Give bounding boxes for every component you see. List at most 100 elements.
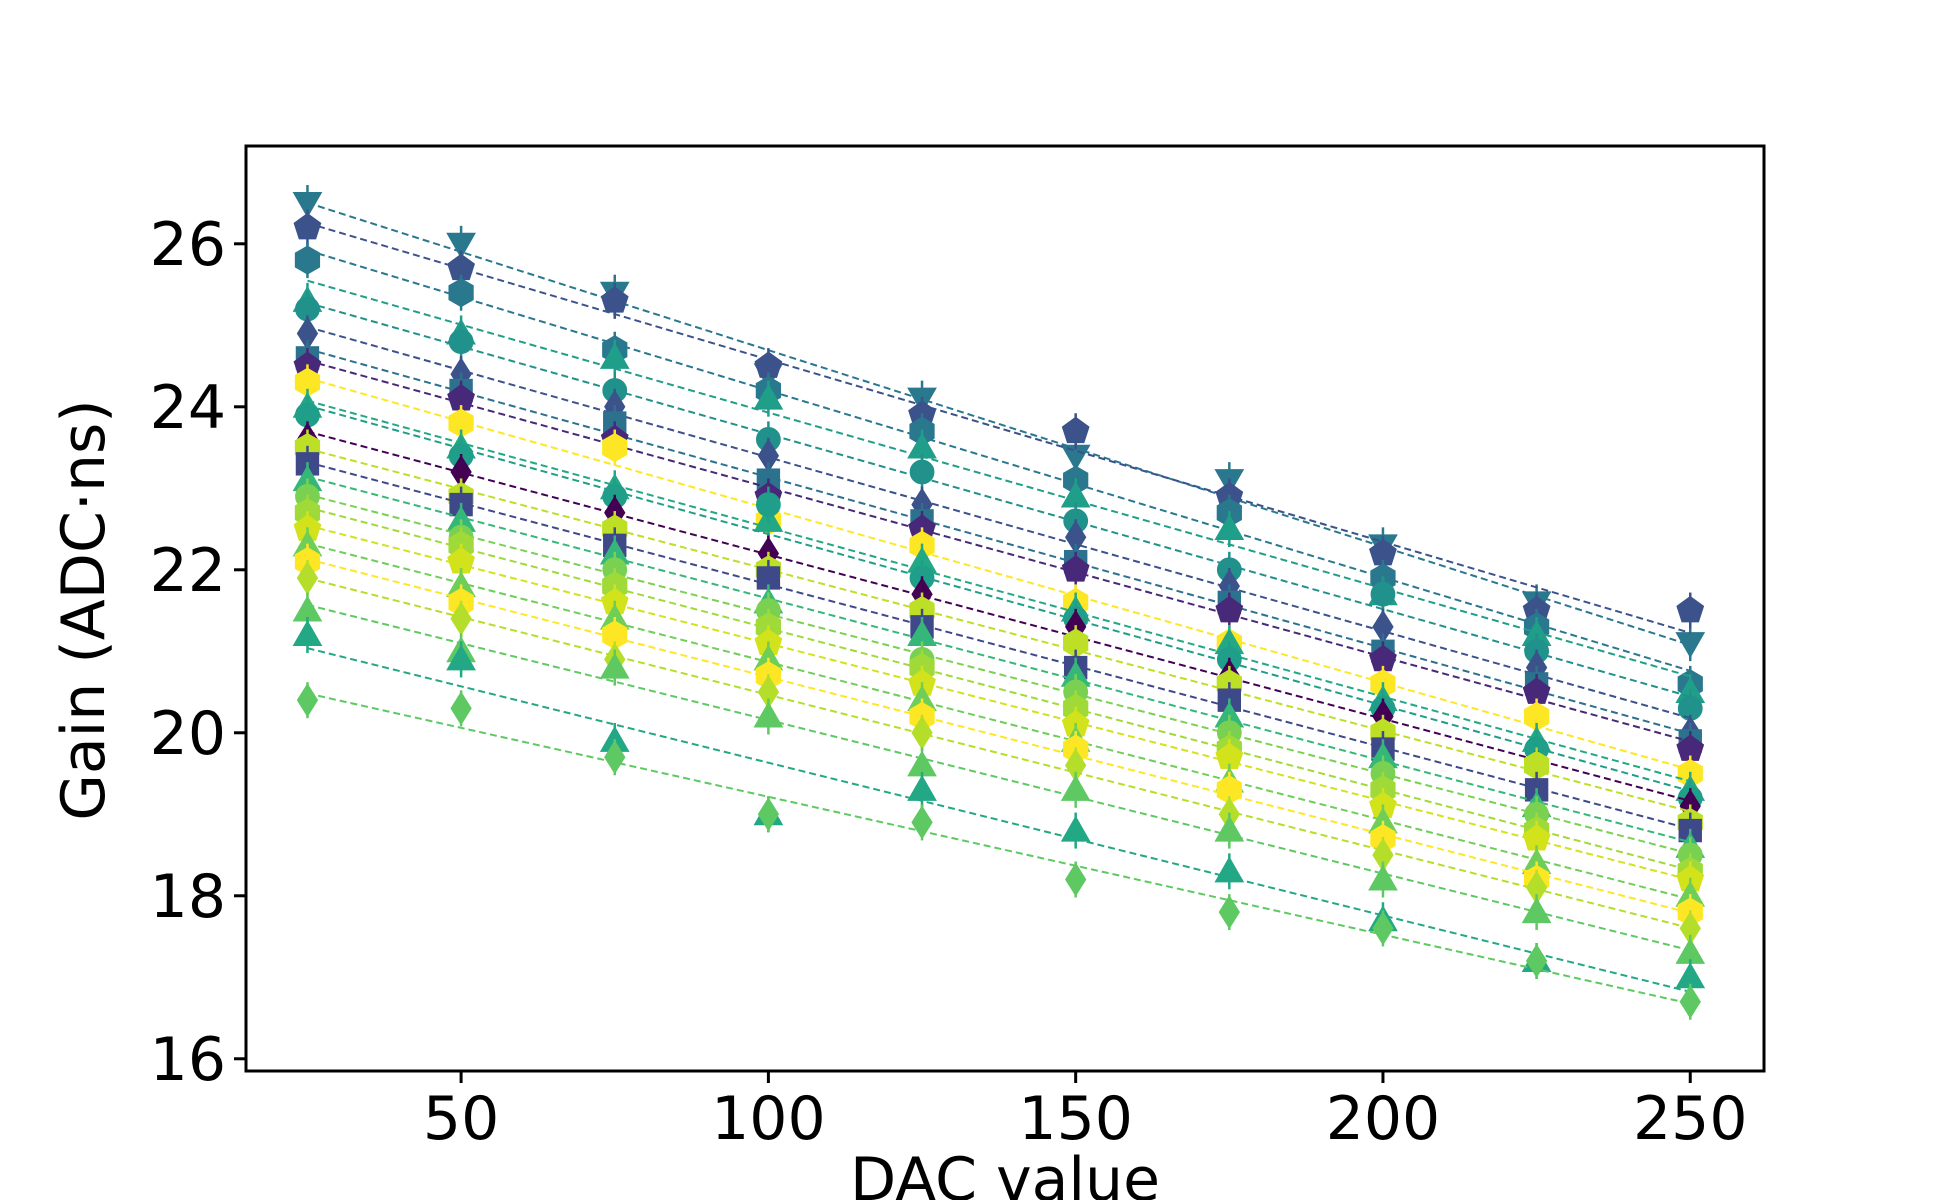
series-line xyxy=(307,447,1691,813)
series-line xyxy=(307,348,1691,735)
x-axis: 50 100 150 200 250 xyxy=(423,1071,1748,1154)
y-axis-title: Gain (ADC·ns) xyxy=(49,399,119,820)
series-7 xyxy=(295,339,1702,759)
data-point xyxy=(599,652,630,679)
data-point xyxy=(599,342,630,369)
series-line xyxy=(307,222,1691,634)
series-1 xyxy=(292,185,1706,662)
data-point xyxy=(1679,984,1701,1019)
x-axis-title: DAC value xyxy=(850,1145,1160,1200)
data-point xyxy=(448,278,474,308)
y-tick-label: 26 xyxy=(150,210,226,280)
series-line xyxy=(307,506,1691,872)
data-point xyxy=(1214,815,1245,842)
data-point xyxy=(1368,864,1398,891)
data-point xyxy=(1372,911,1394,946)
data-point xyxy=(600,286,629,313)
series-line xyxy=(307,325,1691,720)
data-point xyxy=(753,383,784,410)
series-line xyxy=(307,249,1691,672)
series-line xyxy=(307,399,1691,783)
x-tick-label: 150 xyxy=(1018,1084,1133,1154)
x-tick-label: 100 xyxy=(711,1084,826,1154)
data-point xyxy=(1061,416,1090,444)
data-point xyxy=(1065,862,1087,897)
data-point xyxy=(1218,895,1240,930)
series-line xyxy=(307,461,1691,830)
data-point xyxy=(602,432,628,463)
series-line xyxy=(307,475,1691,844)
y-tick-label: 24 xyxy=(150,373,226,443)
data-point xyxy=(911,805,933,840)
series-line xyxy=(307,493,1691,855)
data-point xyxy=(292,192,323,219)
data-point xyxy=(1060,815,1091,842)
y-axis: 16 18 20 22 24 26 xyxy=(150,210,246,1095)
series-13 xyxy=(294,429,1703,841)
data-point xyxy=(446,232,476,259)
series-layer xyxy=(292,185,1706,1020)
data-point xyxy=(1525,943,1548,979)
data-point xyxy=(1215,595,1244,623)
y-tick-label: 18 xyxy=(150,862,226,932)
series-line xyxy=(307,542,1691,901)
series-8 xyxy=(293,348,1705,768)
data-point xyxy=(757,797,780,832)
series-line xyxy=(307,692,1691,1005)
data-point xyxy=(448,329,474,354)
series-line xyxy=(307,577,1691,930)
data-point xyxy=(1676,595,1705,623)
series-5 xyxy=(295,290,1703,727)
data-point xyxy=(1675,632,1706,659)
y-tick-label: 16 xyxy=(150,1025,226,1095)
series-3 xyxy=(294,242,1703,702)
series-line xyxy=(307,558,1691,914)
series-line xyxy=(307,647,1691,993)
series-14 xyxy=(295,445,1702,849)
series-line xyxy=(307,301,1691,698)
x-tick-label: 200 xyxy=(1326,1084,1441,1154)
series-line xyxy=(307,359,1691,743)
data-point xyxy=(450,691,472,726)
data-point xyxy=(755,492,781,517)
data-point xyxy=(907,774,937,801)
series-11 xyxy=(295,396,1703,816)
series-line xyxy=(307,603,1691,952)
series-19 xyxy=(292,527,1706,914)
series-line xyxy=(307,279,1691,678)
series-2 xyxy=(293,209,1705,634)
data-point xyxy=(294,245,321,275)
x-tick-label: 250 xyxy=(1633,1084,1748,1154)
data-point xyxy=(1214,856,1245,883)
data-point xyxy=(1214,514,1245,541)
data-point xyxy=(446,644,476,671)
data-point xyxy=(604,740,626,775)
series-line xyxy=(307,377,1691,771)
series-line xyxy=(307,430,1691,802)
series-line xyxy=(307,404,1691,792)
series-24 xyxy=(296,682,1701,1020)
plot-frame xyxy=(244,144,1766,1073)
series-22 xyxy=(292,592,1706,971)
data-point xyxy=(1370,581,1396,607)
series-21 xyxy=(296,559,1701,947)
data-point xyxy=(1061,555,1090,582)
data-point xyxy=(296,683,319,718)
series-18 xyxy=(293,511,1705,898)
series-12 xyxy=(296,421,1701,825)
series-20 xyxy=(294,543,1703,931)
data-point xyxy=(293,212,322,240)
data-point xyxy=(1060,774,1091,801)
series-line xyxy=(307,524,1691,881)
y-tick-label: 20 xyxy=(150,699,226,769)
data-point xyxy=(753,701,784,728)
data-point xyxy=(1521,897,1552,924)
y-tick-label: 22 xyxy=(150,536,226,606)
series-23 xyxy=(292,616,1706,996)
x-tick-label: 50 xyxy=(423,1084,499,1154)
data-point xyxy=(292,619,323,646)
data-point xyxy=(909,459,935,485)
series-17 xyxy=(294,494,1703,890)
